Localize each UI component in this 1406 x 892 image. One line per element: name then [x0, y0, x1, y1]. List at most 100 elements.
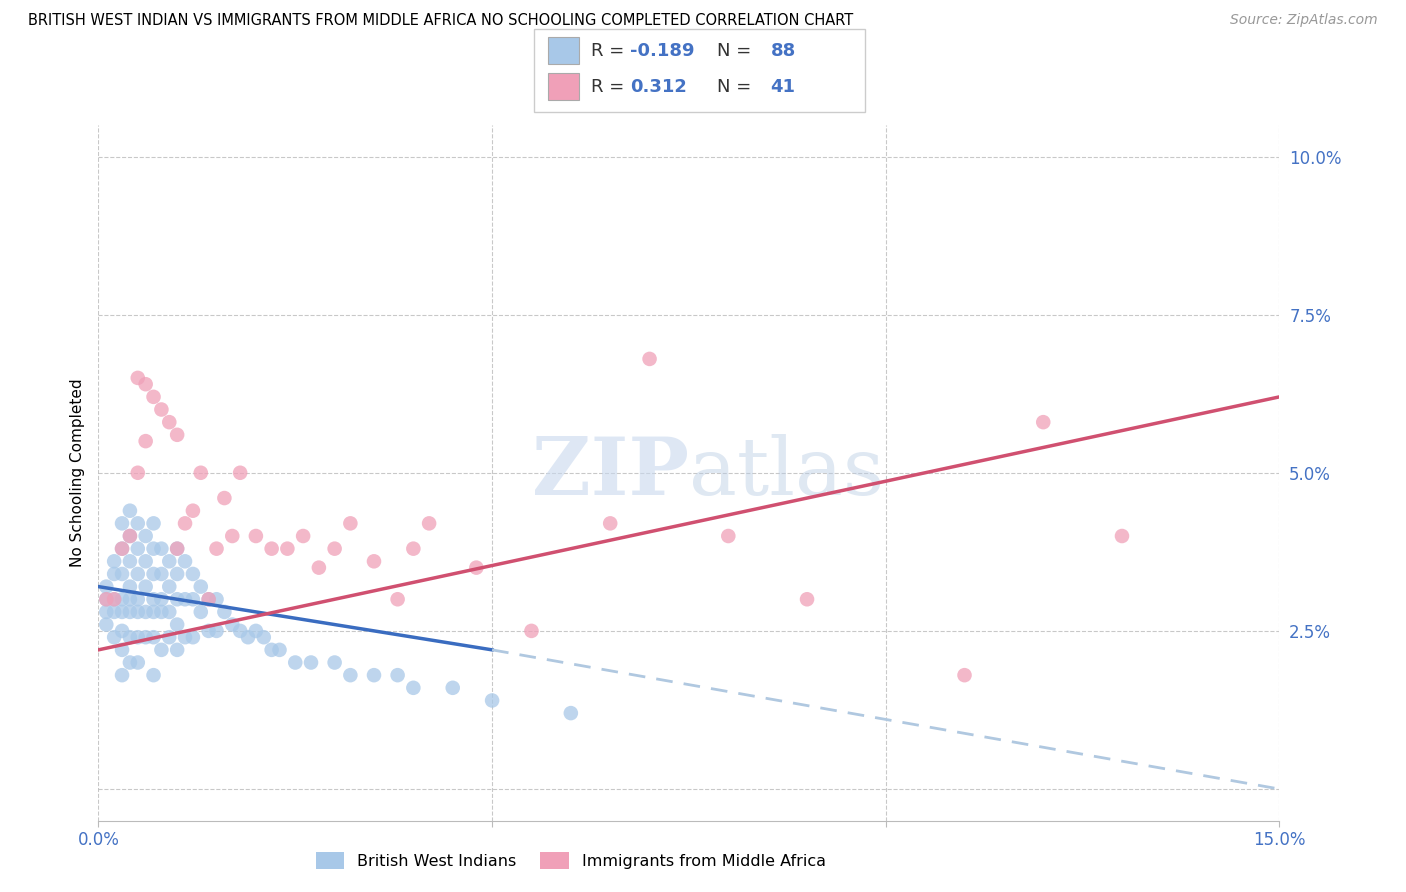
Point: [111, 541, 134, 556]
Point: [135, 580, 157, 594]
Point: [166, 427, 188, 442]
Point: [339, 516, 361, 531]
Point: [284, 656, 307, 670]
Point: [135, 377, 157, 392]
Point: [402, 681, 425, 695]
Point: [111, 643, 134, 657]
Point: [292, 529, 315, 543]
Point: [174, 554, 197, 568]
Point: [245, 529, 267, 543]
Point: [157, 605, 180, 619]
Point: [221, 529, 243, 543]
Point: [96, 605, 118, 619]
Point: [229, 466, 252, 480]
Point: [142, 516, 165, 531]
Point: [103, 566, 125, 581]
Point: [197, 592, 219, 607]
Point: [205, 624, 228, 638]
Y-axis label: No Schooling Completed: No Schooling Completed: [69, 378, 84, 567]
Point: [157, 415, 180, 429]
Point: [638, 351, 661, 366]
Point: [166, 643, 188, 657]
Point: [197, 592, 219, 607]
Point: [118, 504, 141, 518]
Point: [1111, 529, 1133, 543]
Point: [157, 630, 180, 644]
Point: [181, 592, 204, 607]
Point: [166, 541, 188, 556]
Point: [214, 491, 236, 505]
Point: [197, 624, 219, 638]
Point: [236, 630, 259, 644]
Point: [111, 668, 134, 682]
Point: [142, 630, 165, 644]
Point: [103, 630, 125, 644]
Point: [135, 434, 157, 449]
Point: [96, 617, 118, 632]
Point: [142, 390, 165, 404]
Point: [135, 605, 157, 619]
Point: [465, 560, 488, 574]
Point: [441, 681, 464, 695]
Point: [127, 371, 149, 385]
Point: [308, 560, 330, 574]
Point: [111, 592, 134, 607]
Point: [214, 605, 236, 619]
Point: [260, 541, 283, 556]
Point: [118, 656, 141, 670]
Point: [127, 516, 149, 531]
Point: [111, 516, 134, 531]
Point: [190, 466, 212, 480]
Point: [387, 592, 409, 607]
Point: [323, 541, 346, 556]
Point: [150, 541, 173, 556]
Point: [103, 592, 125, 607]
Point: [96, 592, 118, 607]
Text: Source: ZipAtlas.com: Source: ZipAtlas.com: [1230, 13, 1378, 28]
Point: [387, 668, 409, 682]
Point: [103, 554, 125, 568]
Point: [150, 592, 173, 607]
Point: [96, 580, 118, 594]
Point: [205, 541, 228, 556]
Point: [190, 580, 212, 594]
Text: ZIP: ZIP: [531, 434, 689, 512]
Point: [103, 592, 125, 607]
Point: [363, 554, 385, 568]
Point: [363, 668, 385, 682]
Point: [245, 624, 267, 638]
Point: [127, 630, 149, 644]
Point: [402, 541, 425, 556]
Point: [717, 529, 740, 543]
Point: [142, 668, 165, 682]
Point: [796, 592, 818, 607]
Point: [135, 630, 157, 644]
Point: [118, 580, 141, 594]
Point: [520, 624, 543, 638]
Point: [127, 541, 149, 556]
Point: [118, 529, 141, 543]
Point: [118, 630, 141, 644]
Point: [260, 643, 283, 657]
Point: [127, 566, 149, 581]
Point: [111, 605, 134, 619]
Point: [181, 504, 204, 518]
Point: [150, 605, 173, 619]
Point: [276, 541, 298, 556]
Point: [174, 630, 197, 644]
Point: [166, 541, 188, 556]
Point: [481, 693, 503, 707]
Point: [339, 668, 361, 682]
Text: 88: 88: [770, 42, 796, 60]
Point: [111, 541, 134, 556]
Point: [418, 516, 440, 531]
Point: [166, 566, 188, 581]
Point: [560, 706, 582, 720]
Point: [953, 668, 976, 682]
Point: [142, 605, 165, 619]
Point: [253, 630, 276, 644]
Point: [181, 566, 204, 581]
Point: [1032, 415, 1054, 429]
Point: [323, 656, 346, 670]
Point: [135, 554, 157, 568]
